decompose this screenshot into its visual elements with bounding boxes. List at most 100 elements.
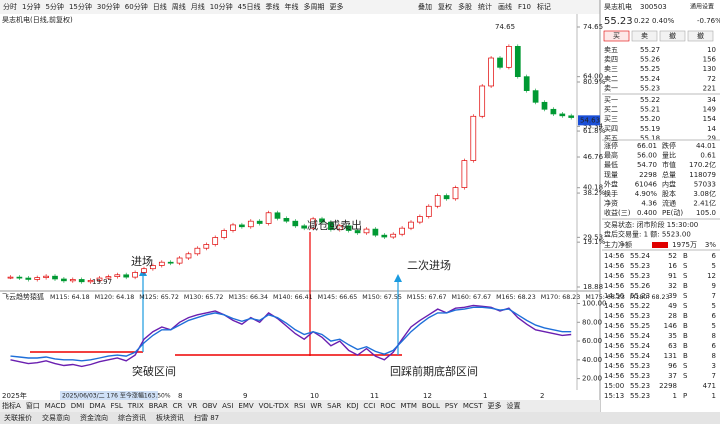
y-tick-label: 64.00 bbox=[583, 73, 603, 81]
tick-count: 471 bbox=[703, 382, 716, 390]
period-tab: 周线 bbox=[172, 2, 186, 11]
y-tick-label: 80.9% bbox=[583, 78, 606, 86]
indicator-tab[interactable]: ROC bbox=[380, 402, 395, 410]
book-price: 55.20 bbox=[640, 115, 660, 123]
stat-value: 118079 bbox=[689, 171, 716, 179]
period-tab: 月线 bbox=[191, 2, 205, 11]
trade-button-label[interactable]: 买 bbox=[613, 32, 620, 40]
indicator-value: M155: 67.67 bbox=[407, 294, 447, 301]
indicator-tab[interactable]: EMV bbox=[238, 402, 253, 410]
tick-time: 14:56 bbox=[604, 342, 625, 350]
indicator-tab[interactable]: FSL bbox=[111, 402, 123, 410]
indicator-tab[interactable]: MACD bbox=[45, 402, 66, 410]
indicator-value: M115: 64.18 bbox=[50, 294, 90, 301]
book-label: 买三 bbox=[604, 115, 618, 123]
tick-side: S bbox=[683, 262, 688, 270]
indicator-tab[interactable]: TRIX bbox=[127, 402, 144, 410]
trade-status: 盘后交易量: 1 额: 5523.00 bbox=[604, 230, 691, 239]
status-item: 综合资讯 bbox=[118, 413, 146, 422]
book-volume: 72 bbox=[707, 75, 716, 83]
indicator-tab[interactable]: WR bbox=[310, 402, 322, 410]
indicator-tab[interactable]: BRAR bbox=[149, 402, 168, 410]
candle bbox=[452, 187, 459, 200]
tick-time: 14:56 bbox=[604, 332, 625, 340]
indicator-tab[interactable]: PSY bbox=[445, 402, 459, 410]
indicator-tab[interactable]: ASI bbox=[222, 402, 233, 410]
y-tick-label: 60.00 bbox=[582, 337, 602, 345]
stat-label: 股本 bbox=[662, 189, 676, 198]
candle bbox=[559, 113, 566, 117]
tick-volume: 63 bbox=[668, 342, 677, 350]
trade-button-label[interactable]: 撤 bbox=[669, 31, 676, 40]
tool-button: 叠加 bbox=[418, 2, 432, 11]
y-tick-label: 80.00 bbox=[582, 318, 602, 326]
indicator-value: M165: 68.23 bbox=[496, 294, 536, 301]
indicator-tab[interactable]: VOL-TDX bbox=[259, 402, 290, 410]
indicator-tab[interactable]: SAR bbox=[327, 402, 341, 410]
candle bbox=[167, 261, 174, 264]
stat-value: 61046 bbox=[635, 180, 658, 188]
candle bbox=[43, 275, 49, 278]
tick-side: S bbox=[683, 292, 688, 300]
indicator-tab[interactable]: DMA bbox=[89, 402, 105, 410]
indicator-tab[interactable]: VR bbox=[188, 402, 198, 410]
candle bbox=[52, 275, 58, 280]
candle bbox=[443, 195, 450, 200]
indicator-tab[interactable]: 窗口 bbox=[26, 401, 40, 410]
candle bbox=[328, 221, 334, 230]
indicator-tab[interactable]: CCI bbox=[363, 402, 375, 410]
tick-count: 5 bbox=[712, 262, 716, 270]
indicator-tab[interactable]: CR bbox=[173, 402, 183, 410]
period-tab: 分时 bbox=[3, 2, 17, 11]
indicator-tab[interactable]: MCST bbox=[463, 402, 483, 410]
candle bbox=[488, 57, 494, 87]
indicator-line bbox=[10, 306, 572, 362]
tick-volume: 1 bbox=[673, 392, 677, 400]
book-volume: 130 bbox=[703, 65, 716, 73]
stat-value: 4.90% bbox=[635, 190, 658, 198]
tick-count: 6 bbox=[712, 252, 717, 260]
indicator-tab[interactable]: DMI bbox=[71, 402, 85, 410]
indicator-value: M150: 67.55 bbox=[362, 294, 402, 301]
period-tab: 60分钟 bbox=[125, 2, 148, 11]
period-tab: 季线 bbox=[266, 2, 280, 11]
candle bbox=[345, 225, 352, 231]
indicator-tab[interactable]: 指标A bbox=[2, 401, 21, 410]
candle bbox=[176, 257, 183, 264]
tick-count: 8 bbox=[712, 332, 716, 340]
trade-button-label[interactable]: 卖 bbox=[641, 32, 648, 40]
annotation: 回踩前期底部区间 bbox=[390, 364, 478, 378]
indicator-tab[interactable]: OBV bbox=[202, 402, 217, 410]
period-tab: 45日线 bbox=[238, 2, 261, 11]
stat-value: 4.36 bbox=[641, 200, 657, 208]
stat-value: 105.0 bbox=[696, 209, 716, 217]
candle bbox=[256, 220, 263, 224]
candle bbox=[568, 115, 575, 118]
tick-price: 55.23 bbox=[630, 312, 650, 320]
status-item: 板块资讯 bbox=[156, 413, 184, 422]
status-item: 资金流向 bbox=[80, 413, 108, 422]
indicator-tab[interactable]: 设置 bbox=[507, 401, 521, 410]
tick-side: S bbox=[683, 272, 688, 280]
indicator-tab[interactable]: KDJ bbox=[346, 402, 358, 410]
tick-price: 55.23 bbox=[630, 392, 650, 400]
flow-bar bbox=[652, 242, 668, 248]
candle bbox=[301, 225, 308, 229]
indicator-tab[interactable]: MTM bbox=[401, 402, 417, 410]
y-tick-label: 38.2% bbox=[583, 189, 606, 197]
indicator-tab[interactable]: RSI bbox=[294, 402, 305, 410]
indicator-tab[interactable]: 更多 bbox=[488, 401, 502, 410]
trade-button-label[interactable]: 撤 bbox=[697, 31, 704, 40]
last-price-tag: 54.63 bbox=[580, 116, 600, 124]
candle bbox=[7, 276, 14, 279]
tick-price: 55.23 bbox=[630, 362, 650, 370]
stat-label: 外盘 bbox=[604, 179, 618, 188]
tick-price: 55.24 bbox=[630, 352, 651, 360]
indicator-tab[interactable]: BOLL bbox=[422, 402, 440, 410]
date-label: 1 bbox=[483, 392, 487, 400]
stat-value: 2298 bbox=[639, 171, 657, 179]
y-tick-label: 46.76 bbox=[583, 153, 604, 161]
price: 55.23 bbox=[604, 16, 633, 27]
range-note-bg bbox=[60, 391, 158, 400]
candle bbox=[141, 268, 147, 273]
